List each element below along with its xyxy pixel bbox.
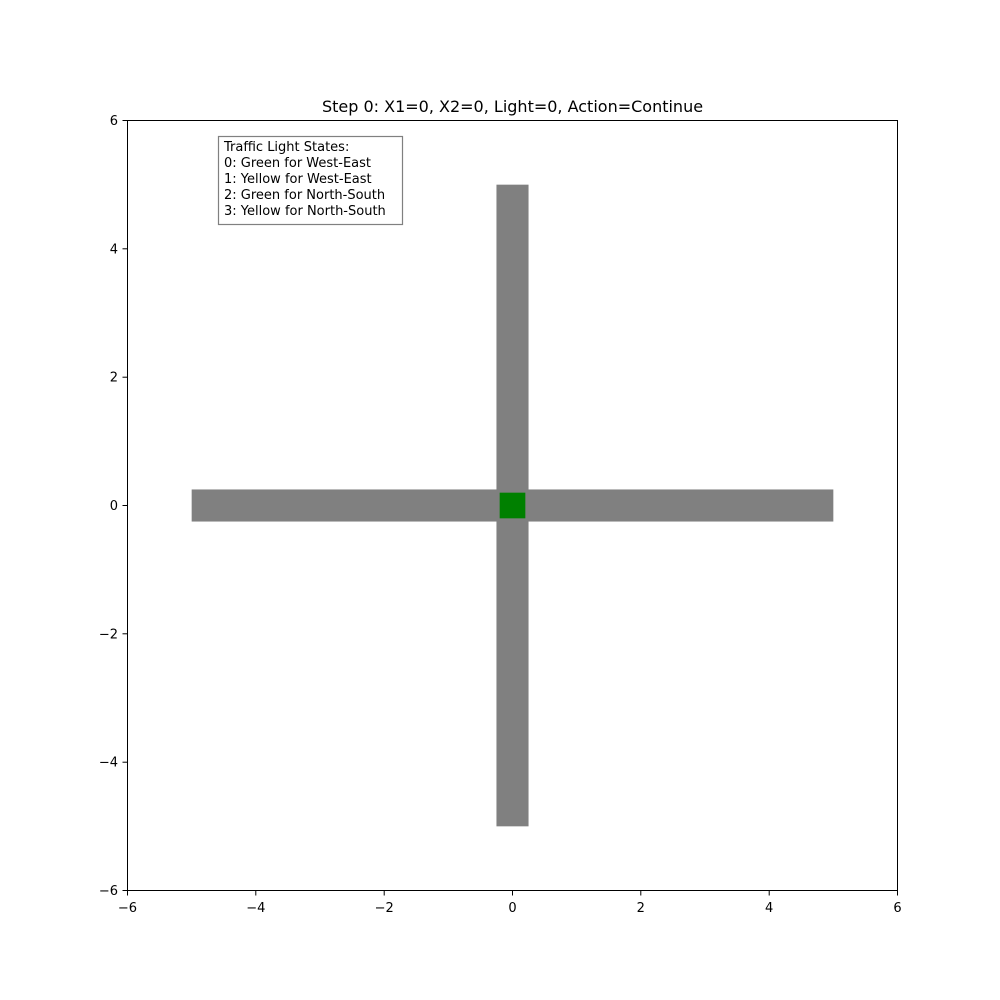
x-tick-label: −2	[375, 901, 394, 916]
x-tick-label: 0	[508, 901, 516, 916]
legend-line: 0: Green for West-East	[224, 156, 371, 171]
legend-frame	[217, 135, 404, 226]
y-tick-label: −4	[99, 756, 118, 771]
y-tick-label: 0	[110, 499, 118, 514]
x-tick-label: 6	[893, 901, 901, 916]
figure-title: Step 0: X1=0, X2=0, Light=0, Action=Cont…	[322, 97, 703, 116]
y-tick-label: 6	[110, 114, 118, 129]
x-tick-label: −6	[118, 901, 137, 916]
traffic-light-marker	[499, 492, 526, 519]
legend-line: 3: Yellow for North-South	[224, 204, 386, 219]
x-tick-label: 4	[765, 901, 773, 916]
legend-line: 2: Green for North-South	[224, 188, 385, 203]
y-tick-label: −6	[99, 884, 118, 899]
x-tick-label: −4	[246, 901, 265, 916]
y-tick-label: 4	[110, 242, 118, 257]
legend-heading: Traffic Light States:	[223, 140, 349, 155]
y-axis: 6 4 2 0 −2 −4 −6	[99, 114, 128, 899]
y-tick-label: 2	[110, 371, 118, 386]
legend-box: Traffic Light States: 0: Green for West-…	[217, 135, 404, 226]
x-tick-label: 2	[637, 901, 645, 916]
plot-marks	[191, 184, 834, 827]
x-axis: −6 −4 −2 0 2 4 6	[118, 890, 902, 916]
legend-line: 1: Yellow for West-East	[224, 172, 372, 187]
y-tick-label: −2	[99, 627, 118, 642]
